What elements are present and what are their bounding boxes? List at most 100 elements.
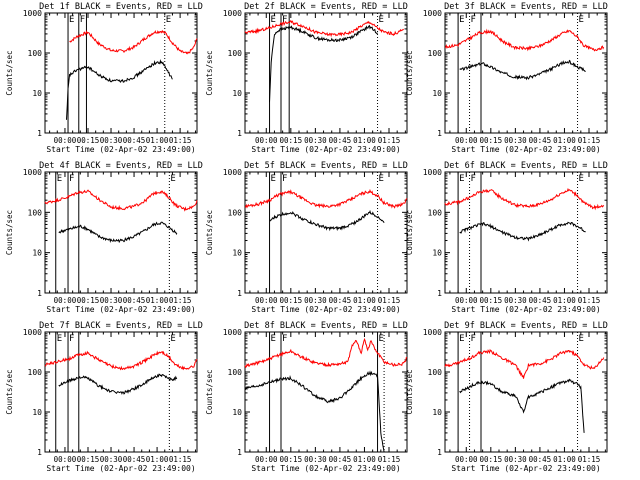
chart-panel-1: Det 1f BLACK = Events, RED = LLD 1 10 100 10…: [5, 2, 203, 154]
x-tick-label: 01:00: [146, 136, 169, 145]
y-tick-label: 1: [237, 448, 242, 457]
x-tick-label: 00:30: [100, 136, 123, 145]
lld-series-line: [69, 29, 198, 55]
y-tick-label: 100: [428, 208, 443, 217]
event-marker-label: E: [170, 334, 175, 344]
y-tick-label: 10: [32, 408, 42, 417]
x-tick-label: 01:15: [378, 296, 401, 305]
y-axis-label: Counts/sec: [205, 369, 214, 414]
event-marker-label: F: [471, 174, 476, 184]
chart-title: Det 9f BLACK = Events, RED = LLD: [444, 321, 608, 331]
lld-series-line: [44, 189, 198, 212]
chart-title: Det 6f BLACK = Events, RED = LLD: [444, 161, 608, 171]
x-tick-label: 01:00: [353, 296, 376, 305]
x-axis-label: Start Time (02-Apr-02 23:49:00): [46, 464, 195, 473]
y-tick-label: 10: [32, 249, 42, 258]
x-tick-label: 00:30: [304, 296, 327, 305]
x-tick-label: 00:30: [304, 455, 327, 464]
x-tick-label: 00:15: [77, 455, 100, 464]
y-tick-label: 1000: [23, 9, 42, 18]
y-tick-label: 100: [428, 368, 443, 377]
y-axis-label: Counts/sec: [5, 50, 14, 95]
x-tick-label: 00:30: [304, 136, 327, 145]
x-tick-label: 00:30: [504, 136, 527, 145]
x-tick-label: 00:45: [123, 136, 146, 145]
y-tick-label: 1000: [423, 9, 442, 18]
x-tick-label: 01:00: [146, 296, 169, 305]
y-axis-label: Counts/sec: [205, 50, 214, 95]
x-tick-label: 00:30: [100, 455, 123, 464]
y-tick-label: 1: [437, 129, 442, 138]
chart-panel-7: Det 7f BLACK = Events, RED = LLD 1 10 100 10…: [5, 321, 203, 473]
lld-series-line: [444, 187, 605, 211]
y-tick-label: 100: [228, 368, 243, 377]
events-series-line: [58, 221, 178, 244]
x-tick-label: 01:15: [169, 136, 192, 145]
y-tick-label: 100: [28, 208, 43, 217]
y-tick-label: 10: [232, 89, 242, 98]
x-axis-label: Start Time (02-Apr-02 23:49:00): [451, 305, 600, 314]
event-marker-label: E: [459, 334, 464, 344]
x-tick-label: 01:15: [578, 296, 601, 305]
y-axis-label: Counts/sec: [405, 50, 414, 95]
y-tick-label: 10: [32, 89, 42, 98]
y-tick-label: 1: [237, 129, 242, 138]
x-tick-label: 00:15: [77, 296, 100, 305]
event-marker-label: E: [170, 174, 175, 184]
plot-frame: [44, 12, 198, 134]
y-axis-label: Counts/sec: [205, 210, 214, 255]
y-tick-label: 1000: [223, 9, 242, 18]
event-marker-label: F: [282, 15, 287, 25]
y-tick-label: 10: [432, 408, 442, 417]
x-tick-label: 00:45: [329, 455, 352, 464]
x-tick-label: 00:45: [529, 296, 552, 305]
x-tick-label: 00:00: [255, 296, 278, 305]
chart-panel-4: Det 4f BLACK = Events, RED = LLD 1 10 100 10…: [5, 161, 203, 314]
y-tick-label: 10: [432, 89, 442, 98]
event-marker-label: F: [69, 174, 74, 184]
event-marker-label: F: [80, 15, 85, 25]
event-marker-label: F: [471, 15, 476, 25]
y-tick-label: 1000: [223, 328, 242, 337]
y-tick-label: 100: [28, 368, 43, 377]
y-axis-label: Counts/sec: [405, 210, 414, 255]
x-axis-label: Start Time (02-Apr-02 23:49:00): [251, 464, 400, 473]
event-marker-label: E: [271, 15, 276, 25]
x-tick-label: 00:45: [329, 296, 352, 305]
chart-title: Det 1f BLACK = Events, RED = LLD: [39, 2, 203, 12]
plot-frame: [244, 331, 408, 453]
event-marker-label: E: [379, 174, 384, 184]
x-tick-label: 01:00: [353, 136, 376, 145]
y-tick-label: 1000: [423, 168, 442, 177]
x-tick-label: 00:45: [329, 136, 352, 145]
y-tick-label: 1: [37, 289, 42, 298]
event-marker-label: E: [57, 334, 62, 344]
x-tick-label: 01:00: [553, 136, 576, 145]
x-tick-label: 00:45: [529, 455, 552, 464]
lld-series-line: [445, 28, 605, 52]
x-tick-label: 00:15: [280, 296, 303, 305]
x-axis-label: Start Time (02-Apr-02 23:49:00): [451, 145, 600, 154]
x-tick-label: 00:45: [123, 296, 146, 305]
chart-panel-2: Det 2f BLACK = Events, RED = LLD 1 10 100 10…: [205, 2, 408, 154]
x-tick-label: 01:00: [553, 296, 576, 305]
lld-series-line: [244, 337, 408, 368]
y-tick-label: 10: [232, 249, 242, 258]
lld-series-line: [244, 19, 404, 38]
y-tick-label: 1000: [223, 168, 242, 177]
x-tick-label: 01:00: [353, 455, 376, 464]
x-tick-label: 01:15: [578, 136, 601, 145]
y-axis-label: Counts/sec: [5, 210, 14, 255]
x-tick-label: 00:45: [529, 136, 552, 145]
plot-frame: [444, 171, 608, 294]
y-tick-label: 100: [428, 49, 443, 58]
events-series-line: [66, 59, 173, 120]
events-series-line: [459, 378, 585, 433]
y-tick-label: 1: [437, 448, 442, 457]
x-tick-label: 00:30: [504, 296, 527, 305]
event-marker-label: F: [282, 174, 287, 184]
plot-frame: [44, 331, 198, 453]
y-tick-label: 10: [232, 408, 242, 417]
y-tick-label: 100: [28, 49, 43, 58]
